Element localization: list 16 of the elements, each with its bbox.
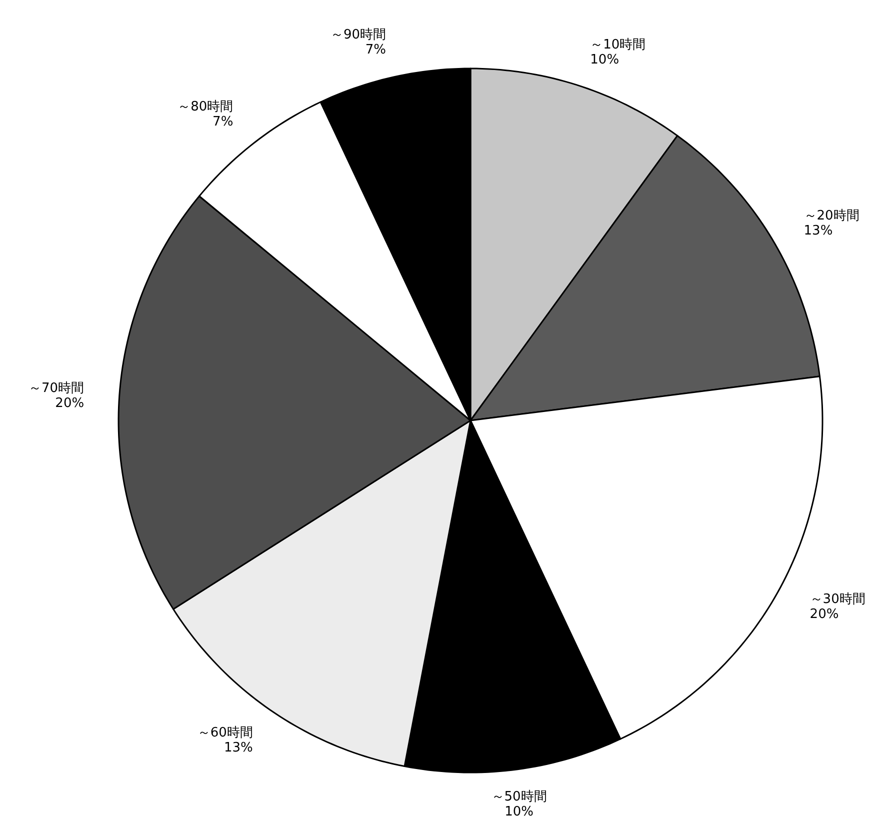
slice-label: ～80時間 (178, 100, 234, 115)
slice-label: ～90時間 (330, 28, 386, 43)
slice-label: ～10時間 (590, 37, 646, 52)
data-label: 20% (810, 607, 839, 622)
data-label: 13% (224, 740, 253, 756)
data-label: 10% (590, 52, 620, 68)
slice-label: ～30時間 (810, 592, 866, 608)
data-label: 13% (804, 223, 833, 238)
slice-label: ～70時間 (28, 381, 84, 396)
data-label: 10% (504, 804, 534, 820)
data-label: 7% (365, 42, 386, 58)
data-label: 7% (212, 114, 234, 130)
data-label: 20% (55, 396, 84, 412)
slice-label: ～20時間 (804, 208, 860, 224)
slice-label: ～60時間 (197, 726, 253, 741)
slice-label: ～50時間 (491, 790, 547, 805)
